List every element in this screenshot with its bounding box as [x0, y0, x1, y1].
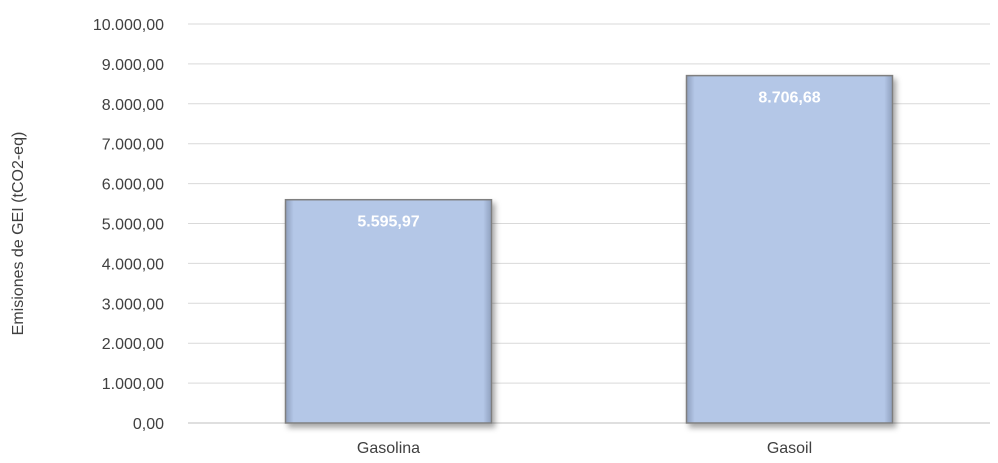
y-tick-label: 5.000,00 [102, 217, 164, 234]
bars [284, 74, 894, 424]
data-label: 5.595,97 [357, 214, 419, 231]
y-tick-label: 0,00 [133, 416, 164, 433]
y-axis-title: Emisiones de GEI (tCO2-eq) [10, 132, 27, 336]
y-tick-label: 3.000,00 [102, 296, 164, 313]
y-tick-label: 4.000,00 [102, 256, 164, 273]
y-tick-label: 10.000,00 [93, 17, 164, 34]
x-category-label: Gasoil [767, 440, 812, 457]
y-tick-label: 7.000,00 [102, 137, 164, 154]
x-category-label: Gasolina [357, 440, 420, 457]
y-tick-label: 1.000,00 [102, 376, 164, 393]
labels: 0,00 1.000,00 2.000,00 3.000,00 4.000,00 5.00… [93, 17, 821, 457]
y-tick-label: 2.000,00 [102, 336, 164, 353]
bar-gasolina [284, 198, 493, 424]
y-tick-label: 9.000,00 [102, 57, 164, 74]
y-tick-label: 6.000,00 [102, 177, 164, 194]
bar-gasoil [685, 74, 894, 424]
data-label: 8.706,68 [758, 90, 820, 107]
y-tick-label: 8.000,00 [102, 97, 164, 114]
